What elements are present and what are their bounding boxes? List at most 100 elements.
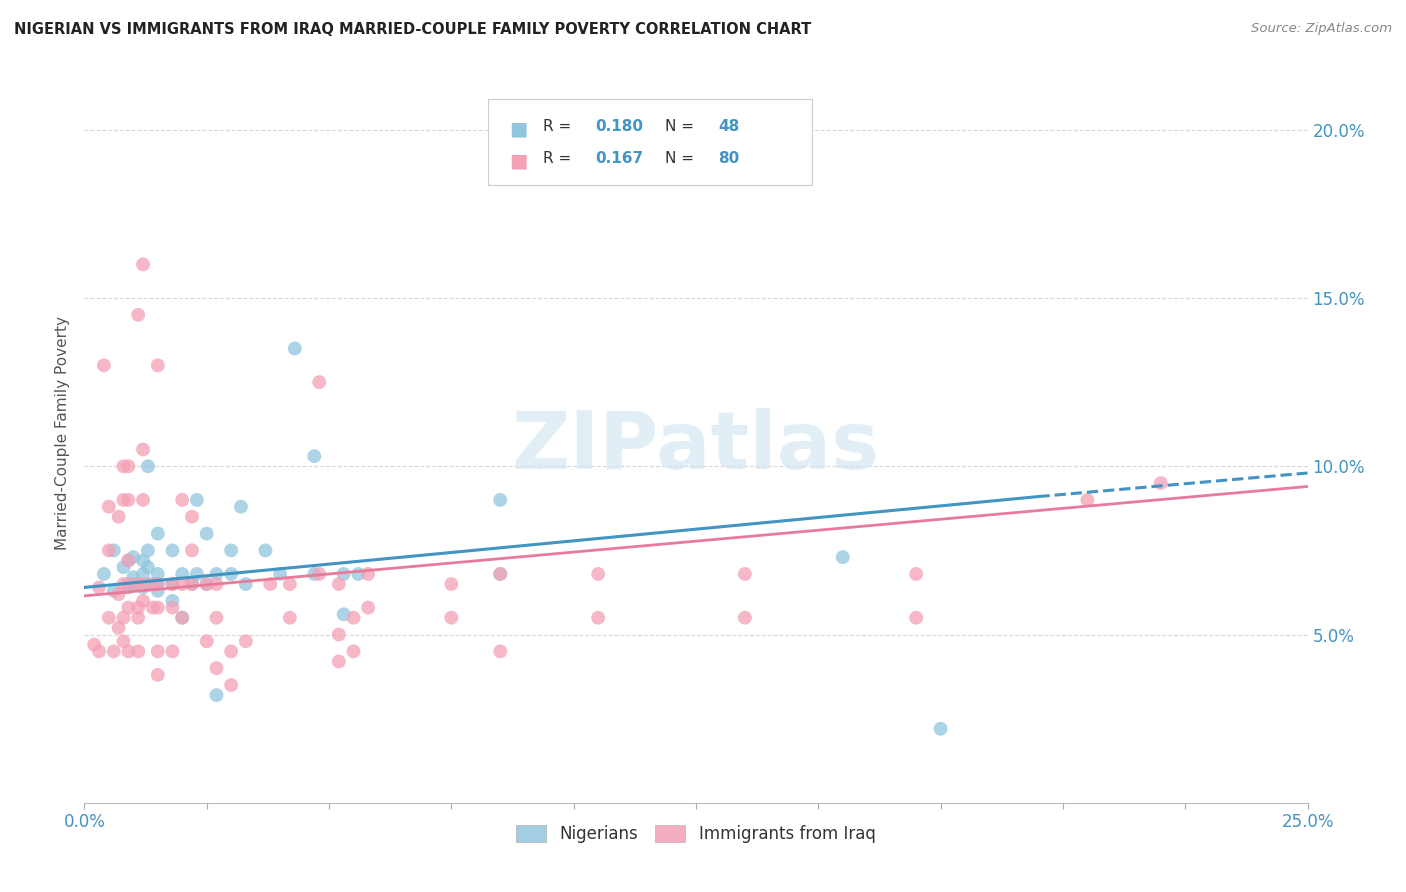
Point	[308, 375, 330, 389]
Point	[172, 577, 194, 591]
Point	[103, 583, 125, 598]
Point	[172, 610, 194, 624]
Point	[142, 600, 165, 615]
Point	[93, 566, 115, 581]
Point	[342, 644, 364, 658]
Point	[586, 610, 609, 624]
Point	[97, 543, 120, 558]
Point	[112, 577, 135, 591]
Text: NIGERIAN VS IMMIGRANTS FROM IRAQ MARRIED-COUPLE FAMILY POVERTY CORRELATION CHART: NIGERIAN VS IMMIGRANTS FROM IRAQ MARRIED…	[14, 22, 811, 37]
Point	[162, 594, 184, 608]
Point	[127, 600, 149, 615]
Point	[112, 459, 135, 474]
Point	[93, 359, 115, 373]
Point	[328, 655, 350, 669]
Point	[146, 600, 169, 615]
Text: N =: N =	[665, 152, 699, 166]
Point	[181, 577, 204, 591]
Point	[219, 566, 242, 581]
Point	[107, 587, 129, 601]
Point	[229, 500, 252, 514]
Point	[328, 577, 350, 591]
Point	[235, 634, 257, 648]
Point	[440, 610, 463, 624]
Point	[304, 449, 326, 463]
Point	[181, 543, 204, 558]
Point	[146, 526, 169, 541]
Point	[195, 634, 218, 648]
Point	[332, 607, 354, 622]
Point	[122, 577, 145, 591]
Point	[132, 566, 155, 581]
Point	[205, 566, 228, 581]
Point	[181, 577, 204, 591]
Point	[136, 459, 159, 474]
Point	[117, 581, 139, 595]
Point	[357, 566, 380, 581]
Point	[146, 577, 169, 591]
Point	[103, 644, 125, 658]
Point	[219, 644, 242, 658]
Point	[136, 560, 159, 574]
Point	[489, 492, 512, 507]
Point	[107, 621, 129, 635]
Text: ZIPatlas: ZIPatlas	[512, 409, 880, 486]
Point	[195, 526, 218, 541]
Point	[269, 566, 291, 581]
Legend: Nigerians, Immigrants from Iraq: Nigerians, Immigrants from Iraq	[510, 819, 882, 850]
Point	[219, 678, 242, 692]
Point	[142, 577, 165, 591]
Point	[308, 566, 330, 581]
Point	[132, 257, 155, 271]
Point	[146, 583, 169, 598]
Point	[122, 570, 145, 584]
Point	[284, 342, 307, 356]
Point	[132, 594, 155, 608]
Point	[328, 627, 350, 641]
Point	[734, 610, 756, 624]
Point	[905, 566, 928, 581]
Point	[132, 581, 155, 595]
Text: ■: ■	[509, 152, 527, 170]
Point	[127, 644, 149, 658]
Point	[146, 668, 169, 682]
Point	[127, 610, 149, 624]
Point	[489, 566, 512, 581]
Point	[332, 566, 354, 581]
Point	[112, 560, 135, 574]
Point	[905, 610, 928, 624]
Point	[342, 610, 364, 624]
Point	[117, 492, 139, 507]
Point	[259, 577, 281, 591]
Point	[117, 600, 139, 615]
Point	[136, 543, 159, 558]
Point	[117, 577, 139, 591]
Point	[127, 308, 149, 322]
Point	[205, 577, 228, 591]
Point	[172, 492, 194, 507]
Point	[132, 553, 155, 567]
Point	[117, 553, 139, 567]
Point	[254, 543, 277, 558]
Point	[146, 577, 169, 591]
Text: 48: 48	[718, 120, 740, 135]
Text: 80: 80	[718, 152, 740, 166]
Point	[112, 610, 135, 624]
Point	[1076, 492, 1098, 507]
Point	[734, 566, 756, 581]
Point	[136, 577, 159, 591]
Point	[117, 459, 139, 474]
Point	[195, 577, 218, 591]
Text: R =: R =	[543, 152, 576, 166]
Point	[97, 500, 120, 514]
Point	[83, 638, 105, 652]
Point	[357, 600, 380, 615]
Point	[172, 566, 194, 581]
Text: 0.180: 0.180	[596, 120, 644, 135]
Point	[132, 577, 155, 591]
Point	[87, 644, 110, 658]
Point	[205, 688, 228, 702]
Point	[146, 644, 169, 658]
Point	[146, 359, 169, 373]
Point	[205, 661, 228, 675]
